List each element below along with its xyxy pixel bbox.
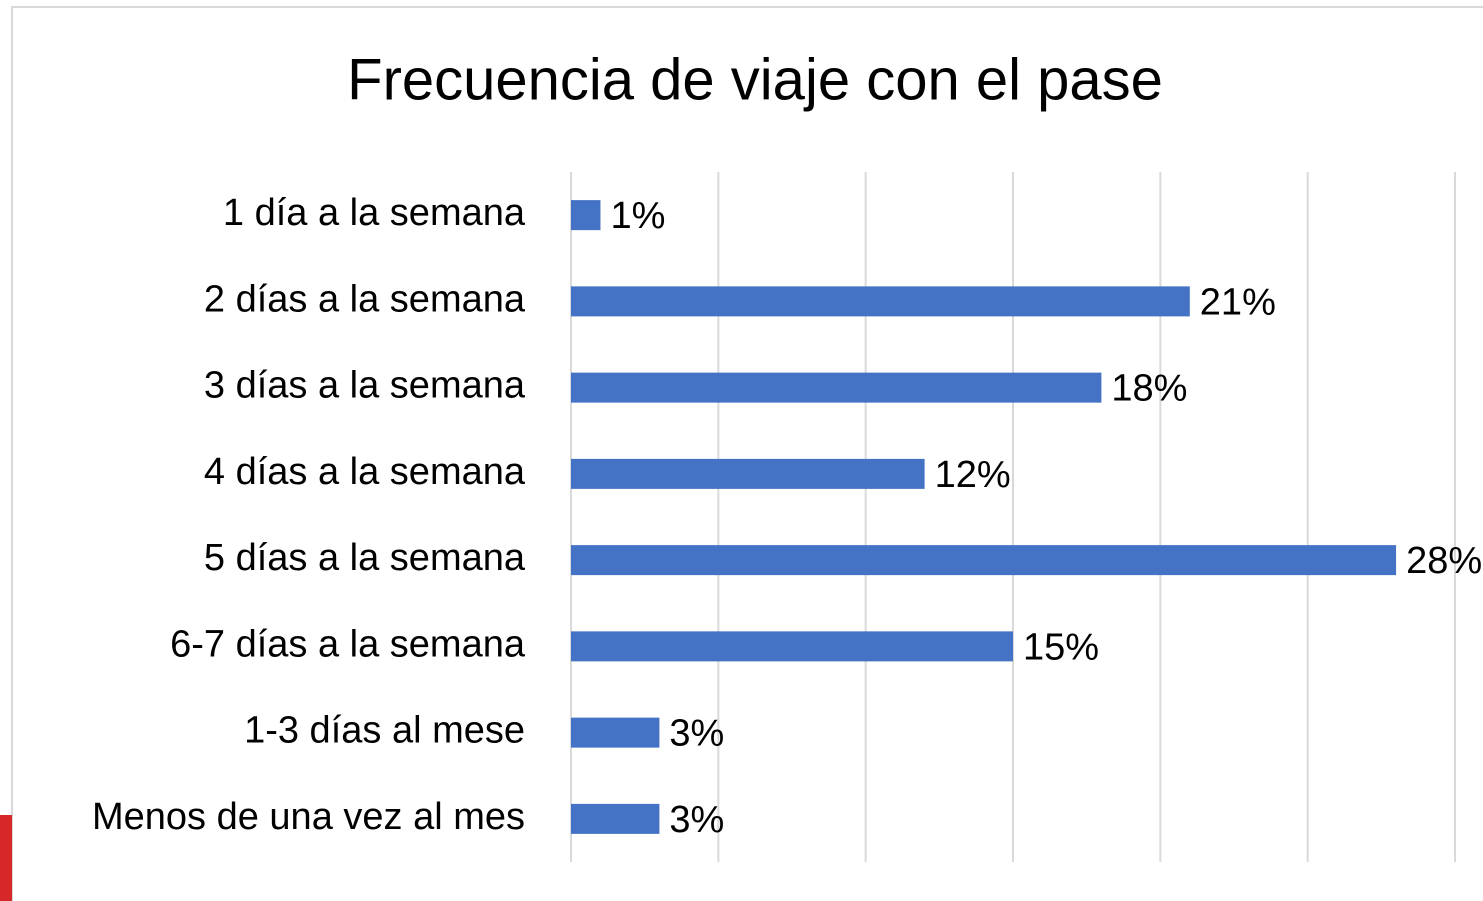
- data-label: 3%: [669, 713, 724, 755]
- y-tick-label: 1-3 días al mese: [244, 710, 525, 752]
- bar: [571, 286, 1190, 317]
- y-tick-label: Menos de una vez al mes: [92, 796, 525, 838]
- y-tick-label: 1 día a la semana: [223, 192, 526, 234]
- y-tick-label: 2 días a la semana: [204, 278, 526, 320]
- data-label: 21%: [1200, 281, 1276, 323]
- bar: [571, 545, 1397, 576]
- bar: [571, 200, 601, 231]
- bar: [571, 717, 660, 748]
- data-label: 28%: [1406, 540, 1482, 582]
- data-label: 12%: [935, 454, 1011, 496]
- y-tick-label: 3 días a la semana: [204, 365, 526, 407]
- data-label: 18%: [1111, 368, 1187, 410]
- y-tick-label: 6-7 días a la semana: [170, 623, 526, 665]
- bar: [571, 803, 660, 834]
- chart-title: Frecuencia de viaje con el pase: [347, 47, 1163, 112]
- side-accent: [0, 815, 12, 901]
- data-label: 3%: [669, 799, 724, 841]
- y-tick-label: 4 días a la semana: [204, 451, 526, 493]
- data-label: 1%: [610, 195, 665, 237]
- bar: [571, 458, 925, 489]
- chart-frame: [11, 6, 1483, 901]
- data-label: 15%: [1023, 626, 1099, 668]
- bar: [571, 631, 1013, 662]
- bar: [571, 372, 1102, 403]
- y-tick-label: 5 días a la semana: [204, 537, 526, 579]
